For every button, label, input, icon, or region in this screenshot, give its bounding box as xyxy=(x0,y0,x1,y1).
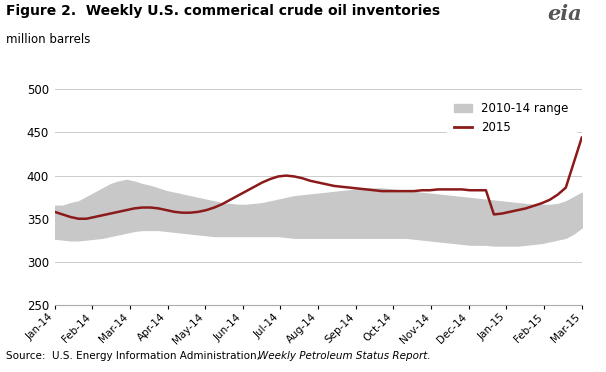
Text: Source:  U.S. Energy Information Administration,: Source: U.S. Energy Information Administ… xyxy=(6,351,264,361)
Text: Figure 2.  Weekly U.S. commerical crude oil inventories: Figure 2. Weekly U.S. commerical crude o… xyxy=(6,4,440,18)
Legend: 2010-14 range, 2015: 2010-14 range, 2015 xyxy=(447,95,576,141)
Text: Weekly Petroleum Status Report.: Weekly Petroleum Status Report. xyxy=(258,351,430,361)
Text: million barrels: million barrels xyxy=(6,33,90,46)
Text: eia: eia xyxy=(547,4,582,24)
